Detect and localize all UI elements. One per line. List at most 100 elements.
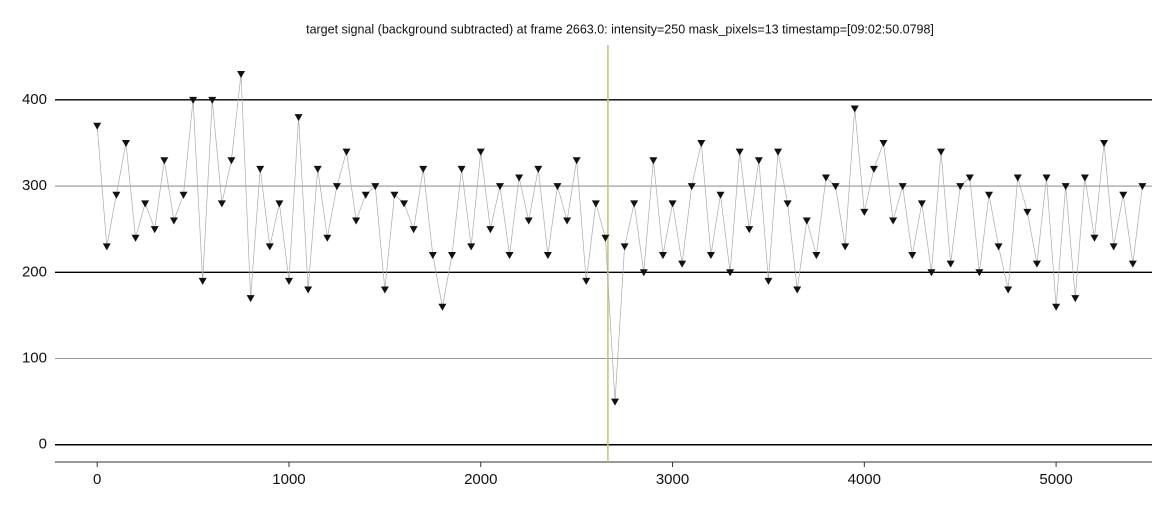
point <box>150 226 159 234</box>
point <box>342 148 351 156</box>
point <box>476 148 485 156</box>
point <box>630 200 639 208</box>
y-tick-label: 400 <box>22 91 47 108</box>
point <box>908 252 917 260</box>
point <box>1128 260 1137 268</box>
point <box>620 243 629 251</box>
point <box>774 148 783 156</box>
point <box>227 157 236 165</box>
point <box>927 269 936 277</box>
point <box>495 183 504 191</box>
point <box>505 252 514 260</box>
point <box>141 200 150 208</box>
point <box>745 226 754 234</box>
x-tick-label: 3000 <box>656 471 689 488</box>
point <box>323 234 332 242</box>
point <box>179 191 188 199</box>
chart-title: target signal (background subtracted) at… <box>306 22 934 36</box>
point <box>543 252 552 260</box>
point <box>1023 208 1032 216</box>
point <box>706 252 715 260</box>
point <box>1119 191 1128 199</box>
point <box>313 165 322 173</box>
point <box>284 277 293 285</box>
point <box>889 217 898 225</box>
point <box>764 277 773 285</box>
point <box>802 217 811 225</box>
point <box>534 165 543 173</box>
point <box>208 96 217 104</box>
point <box>869 165 878 173</box>
point <box>1100 139 1109 147</box>
point <box>553 183 562 191</box>
point <box>937 148 946 156</box>
point <box>217 200 226 208</box>
x-tick-label: 0 <box>93 471 101 488</box>
point <box>946 260 955 268</box>
point <box>994 243 1003 251</box>
y-tick-label: 0 <box>39 436 47 453</box>
point <box>812 252 821 260</box>
point <box>984 191 993 199</box>
point <box>1013 174 1022 182</box>
point <box>256 165 265 173</box>
point <box>169 217 178 225</box>
point <box>121 139 130 147</box>
y-tick-label: 100 <box>22 349 47 366</box>
point <box>524 217 533 225</box>
point <box>457 165 466 173</box>
point <box>668 200 677 208</box>
point <box>1052 303 1061 311</box>
x-tick-label: 2000 <box>464 471 497 488</box>
point <box>754 157 763 165</box>
point <box>237 70 246 78</box>
point <box>304 286 313 294</box>
point <box>611 398 620 406</box>
x-tick-label: 5000 <box>1039 471 1072 488</box>
point <box>419 165 428 173</box>
point <box>860 208 869 216</box>
point <box>1138 183 1147 191</box>
point <box>582 277 591 285</box>
point <box>591 200 600 208</box>
point <box>93 122 102 130</box>
point <box>572 157 581 165</box>
point <box>975 269 984 277</box>
point <box>1071 295 1080 303</box>
point <box>131 234 140 242</box>
point <box>467 243 476 251</box>
point <box>428 252 437 260</box>
point <box>371 183 380 191</box>
point <box>447 252 456 260</box>
point <box>352 217 361 225</box>
point <box>697 139 706 147</box>
point <box>687 183 696 191</box>
point <box>1090 234 1099 242</box>
point <box>956 183 965 191</box>
point <box>726 269 735 277</box>
point <box>102 243 111 251</box>
point <box>189 96 198 104</box>
point <box>294 114 303 122</box>
y-tick-label: 200 <box>22 263 47 280</box>
point <box>1042 174 1051 182</box>
point <box>112 191 121 199</box>
point <box>275 200 284 208</box>
point <box>965 174 974 182</box>
point <box>879 139 888 147</box>
point <box>841 243 850 251</box>
x-tick-label: 4000 <box>848 471 881 488</box>
point <box>716 191 725 199</box>
point <box>898 183 907 191</box>
point <box>639 269 648 277</box>
point <box>160 157 169 165</box>
series-line <box>96 73 1143 402</box>
point <box>246 295 255 303</box>
point <box>332 183 341 191</box>
point <box>917 200 926 208</box>
point <box>400 200 409 208</box>
y-tick-label: 300 <box>22 177 47 194</box>
point <box>1080 174 1089 182</box>
point <box>850 105 859 113</box>
